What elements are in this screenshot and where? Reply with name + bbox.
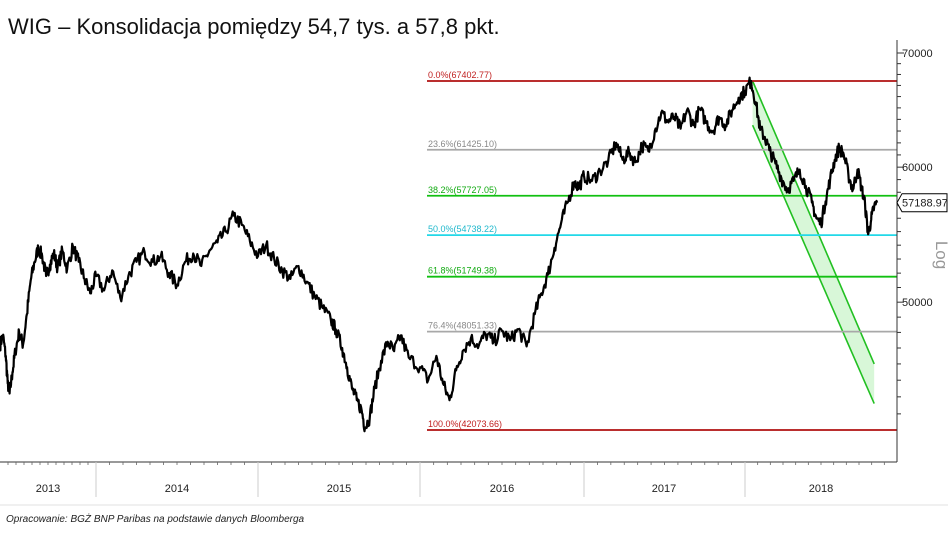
x-year-label: 2018 [809, 483, 833, 495]
x-year-label: 2015 [327, 483, 351, 495]
x-year-label: 2016 [490, 483, 514, 495]
chart-title: WIG – Konsolidacja pomiędzy 54,7 tys. a … [8, 14, 500, 39]
fib-level-label: 23.6%(61425.10) [428, 139, 497, 149]
fib-level-label: 0.0%(67402.77) [428, 70, 492, 80]
wig-price-line [0, 76, 879, 433]
y-axis-label: Log [932, 241, 948, 269]
fib-level-label: 38.2%(57727.05) [428, 185, 497, 195]
fib-level-label: 100.0%(42073.66) [428, 419, 502, 429]
x-year-label: 2014 [165, 483, 189, 495]
fib-level-label: 76.4%(48051.33) [428, 321, 497, 331]
fib-level-label: 61.8%(51749.38) [428, 266, 497, 276]
x-year-label: 2017 [652, 483, 676, 495]
channel-fill [752, 80, 875, 404]
channel-upper-line [751, 80, 875, 365]
y-tick-label: 50000 [902, 297, 933, 309]
source-note: Opracowanie: BGŻ BNP Paribas na podstawi… [6, 514, 305, 525]
last-value-box [896, 193, 948, 213]
last-value-label: 57188.97 [902, 198, 948, 210]
channel-lower-line [751, 124, 875, 404]
fib-level-label: 50.0%(54738.22) [428, 224, 497, 234]
y-tick-label: 70000 [902, 48, 933, 60]
y-tick-label: 60000 [902, 162, 933, 174]
x-year-label: 2013 [36, 483, 60, 495]
